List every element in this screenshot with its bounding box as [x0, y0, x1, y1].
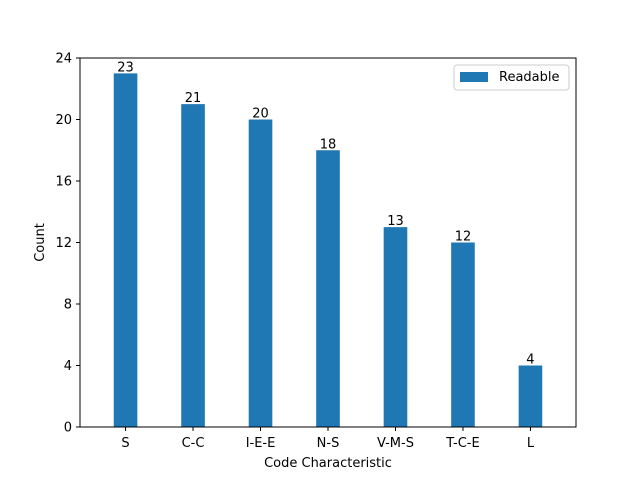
y-axis-label: Count	[33, 223, 48, 262]
x-axis-label: Code Characteristic	[264, 456, 392, 471]
data-label: 18	[320, 137, 337, 152]
data-label: 12	[455, 230, 472, 245]
x-tick-label: N-S	[317, 436, 340, 451]
y-tick-label: 12	[55, 236, 72, 251]
y-tick-label: 24	[55, 52, 72, 67]
x-tick-label: L	[527, 436, 535, 451]
bar-n-s	[316, 150, 340, 427]
plot-area: 23 21 20 18 13 12 4	[113, 60, 543, 427]
data-label: 20	[252, 107, 269, 122]
bar-l	[518, 365, 543, 427]
x-tick-label: V-M-S	[377, 436, 414, 451]
data-label: 21	[185, 91, 202, 106]
legend-box	[453, 64, 570, 91]
legend-swatch	[460, 72, 488, 82]
data-label: 23	[117, 60, 134, 75]
x-tick-label: C-C	[182, 436, 205, 451]
x-tick-label: I-E-E	[246, 436, 276, 451]
bar-t-c-e	[451, 242, 475, 427]
data-label: 4	[526, 353, 534, 368]
x-tick-label: S	[121, 436, 129, 451]
y-tick-label: 20	[55, 113, 72, 128]
bar-i-e-e	[248, 119, 273, 427]
bar-v-m-s	[383, 227, 408, 427]
y-axis: 0 4 8 12 16 20 24	[55, 52, 80, 436]
data-label: 13	[387, 214, 404, 229]
x-axis: S C-C I-E-E N-S V-M-S T-C-E L	[121, 427, 535, 451]
y-tick-label: 8	[64, 298, 72, 313]
bar-s	[113, 73, 138, 427]
bar-c-c	[181, 104, 205, 427]
y-tick-label: 16	[55, 175, 72, 190]
legend-label: Readable	[499, 70, 560, 85]
y-tick-label: 4	[64, 359, 72, 374]
x-tick-label: T-C-E	[445, 436, 479, 451]
y-tick-label: 0	[64, 421, 72, 436]
legend: Readable	[453, 64, 570, 91]
